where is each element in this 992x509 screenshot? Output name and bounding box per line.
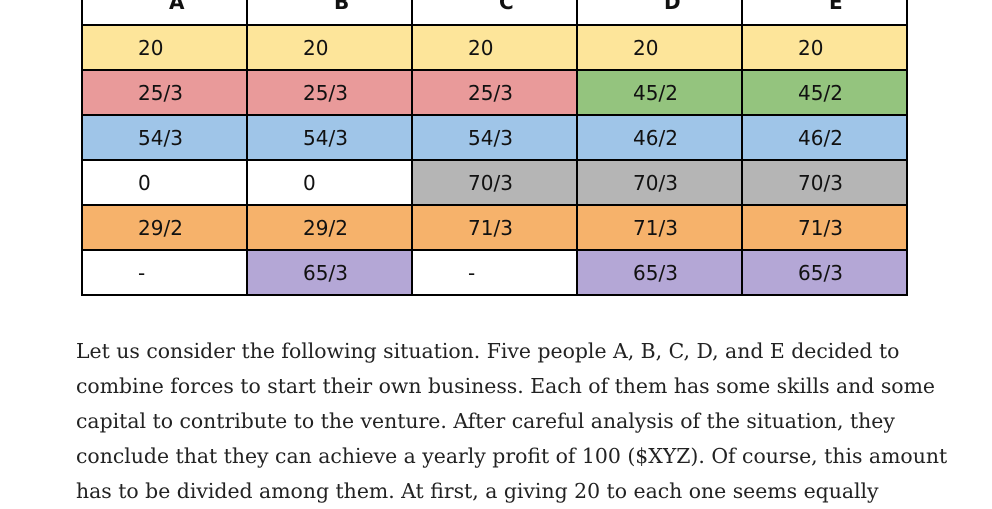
table-cell: 71/3 (576, 204, 743, 251)
paragraph-line: Let us consider the following situation.… (76, 339, 900, 363)
profit-allocation-table-container: A B C D E 20 20 20 20 20 25/3 25/3 25/3 … (81, 0, 908, 296)
table-cell: 54/3 (411, 114, 578, 161)
table-cell: 54/3 (81, 114, 248, 161)
table-cell: 29/2 (81, 204, 248, 251)
table-cell: 46/2 (576, 114, 743, 161)
table-row: 20 20 20 20 20 (81, 24, 908, 71)
table-cell: 0 (81, 159, 248, 206)
table-cell: 20 (81, 24, 248, 71)
table-cell: 0 (246, 159, 413, 206)
table-cell: 45/2 (741, 69, 908, 116)
column-header-a: A (81, 0, 248, 26)
paragraph-line: combine forces to start their own busine… (76, 374, 935, 398)
table-cell: 71/3 (741, 204, 908, 251)
table-cell: - (411, 249, 578, 296)
table-cell: - (81, 249, 248, 296)
paragraph-line: capital to contribute to the venture. Af… (76, 409, 895, 433)
paragraph-line: conclude that they can achieve a yearly … (76, 444, 948, 468)
table-cell: 45/2 (576, 69, 743, 116)
table-cell: 20 (246, 24, 413, 71)
table-cell: 25/3 (246, 69, 413, 116)
profit-allocation-table: A B C D E 20 20 20 20 20 25/3 25/3 25/3 … (81, 0, 908, 296)
table-cell: 54/3 (246, 114, 413, 161)
table-cell: 70/3 (576, 159, 743, 206)
table-cell: 65/3 (741, 249, 908, 296)
table-cell: 20 (741, 24, 908, 71)
table-cell: 70/3 (741, 159, 908, 206)
table-header-row: A B C D E (81, 0, 908, 26)
column-header-b: B (246, 0, 413, 26)
table-cell: 65/3 (246, 249, 413, 296)
table-row: 0 0 70/3 70/3 70/3 (81, 159, 908, 206)
table-cell: 20 (411, 24, 578, 71)
table-cell: 25/3 (411, 69, 578, 116)
table-row: - 65/3 - 65/3 65/3 (81, 249, 908, 296)
column-header-c: C (411, 0, 578, 26)
table-cell: 25/3 (81, 69, 248, 116)
column-header-d: D (576, 0, 743, 26)
table-cell: 46/2 (741, 114, 908, 161)
table-cell: 65/3 (576, 249, 743, 296)
table-cell: 71/3 (411, 204, 578, 251)
table-row: 54/3 54/3 54/3 46/2 46/2 (81, 114, 908, 161)
body-paragraph: Let us consider the following situation.… (76, 334, 956, 509)
column-header-e: E (741, 0, 908, 26)
paragraph-line: has to be divided among them. At first, … (76, 479, 879, 503)
table-row: 29/2 29/2 71/3 71/3 71/3 (81, 204, 908, 251)
table-cell: 29/2 (246, 204, 413, 251)
table-row: 25/3 25/3 25/3 45/2 45/2 (81, 69, 908, 116)
table-cell: 20 (576, 24, 743, 71)
table-cell: 70/3 (411, 159, 578, 206)
